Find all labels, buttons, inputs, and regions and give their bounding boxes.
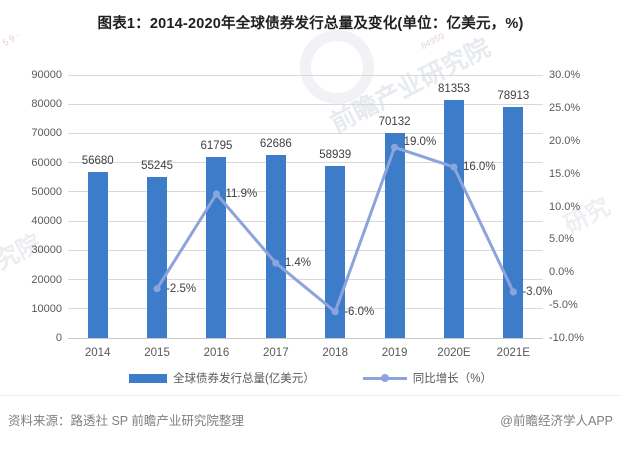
x-axis-label-2017: 2017 [263,347,289,359]
bar-value-label-2014: 56680 [81,155,114,168]
line-value-label-2016: 11.9% [225,188,258,200]
bar-value-label-2018: 58939 [319,148,352,161]
right-axis-tick-10.0%: 10.0% [549,200,581,213]
right-axis-tick-5.0%: 5.0% [549,233,575,246]
left-axis-tick-50000: 50000 [31,185,62,198]
chart-legend: 全球债券发行总量(亿美元） 同比增长（%） [0,370,621,386]
bar-value-label-2017: 62686 [259,137,292,150]
line-marker-2018 [331,308,339,316]
bar-series-swatch [128,373,167,383]
left-axis-tick-30000: 30000 [31,244,62,257]
left-axis-tick-10000: 10000 [31,302,62,315]
x-axis-label-2015: 2015 [144,347,170,359]
bar-2015 [147,176,168,338]
bar-2019 [384,133,405,338]
gridline-90000 [68,74,543,76]
right-axis-tick--10.0%: -10.0% [549,332,584,344]
legend-item-bars: 全球债券发行总量(亿美元） [128,370,315,386]
gridline-50000 [68,191,543,193]
gridline-10000 [68,308,543,310]
gridline-30000 [68,249,543,251]
bar-value-label-2021E: 78913 [497,90,530,103]
x-axis-label-2021E: 2021E [496,347,530,359]
bar-series-label: 全球债券发行总量(亿美元） [172,373,315,385]
line-value-label-2020E: 16.0% [462,161,496,174]
bar-2014 [87,172,108,338]
left-axis-tick-70000: 70000 [31,127,62,140]
line-marker-2017 [272,259,280,267]
line-value-label-2018: -6.0% [344,305,375,318]
right-axis-tick-20.0%: 20.0% [549,134,581,147]
x-axis-label-2016: 2016 [203,347,230,359]
brand-note: @前瞻经济学人APP [500,414,613,428]
line-series-label: 同比增长（%） [412,373,493,385]
gridline-20000 [68,279,543,281]
x-axis-label-2019: 2019 [381,347,408,359]
gridline-40000 [68,220,543,222]
left-axis-tick-0: 0 [55,332,62,344]
line-value-label-2017: 1.4% [284,257,312,270]
bar-value-label-2019: 70132 [378,116,411,129]
bar-value-label-2020E: 81353 [437,83,470,96]
gridline-60000 [68,162,543,164]
line-value-label-2019: 19.0% [403,136,437,149]
x-axis-label-2014: 2014 [84,347,111,359]
line-marker-2016 [212,190,221,198]
footer-divider [0,395,621,396]
source-note: 资料来源：路透社 SP 前瞻产业研究院整理 [8,414,244,428]
right-axis-tick-0.0%: 0.0% [549,266,575,279]
bar-value-label-2016: 61795 [200,140,233,153]
legend-item-line: 同比增长（%） [362,370,493,386]
bar-2017 [265,154,286,338]
line-marker-2021E [509,288,517,296]
right-axis-tick-30.0%: 30.0% [549,69,581,81]
left-axis-tick-90000: 90000 [31,69,62,81]
left-axis-tick-40000: 40000 [31,215,62,228]
line-series-swatch [362,374,407,383]
growth-line [155,145,515,314]
line-value-label-2021E: -3.0% [522,285,553,298]
x-axis-label-2020E: 2020E [437,347,471,359]
line-value-label-2015: -2.5% [166,282,197,295]
chart-title: 图表1：2014-2020年全球债券发行总量及变化(单位：亿美元，%) [97,16,524,32]
bar-value-label-2015: 55245 [141,159,174,172]
left-axis-tick-20000: 20000 [31,273,62,286]
left-axis-tick-80000: 80000 [31,98,62,111]
gridline-80000 [68,103,543,105]
right-axis-tick-25.0%: 25.0% [549,101,581,114]
line-marker-2020E [450,163,458,171]
x-axis-label-2018: 2018 [322,347,348,359]
bar-2020E [443,100,464,338]
left-axis-tick-60000: 60000 [31,156,62,169]
gridline-0 [68,337,543,339]
gridline-70000 [68,132,543,134]
line-marker-2019 [390,143,399,151]
right-axis-tick--5.0%: -5.0% [549,299,578,312]
right-axis-tick-15.0%: 15.0% [549,167,581,180]
line-marker-2015 [153,285,161,293]
